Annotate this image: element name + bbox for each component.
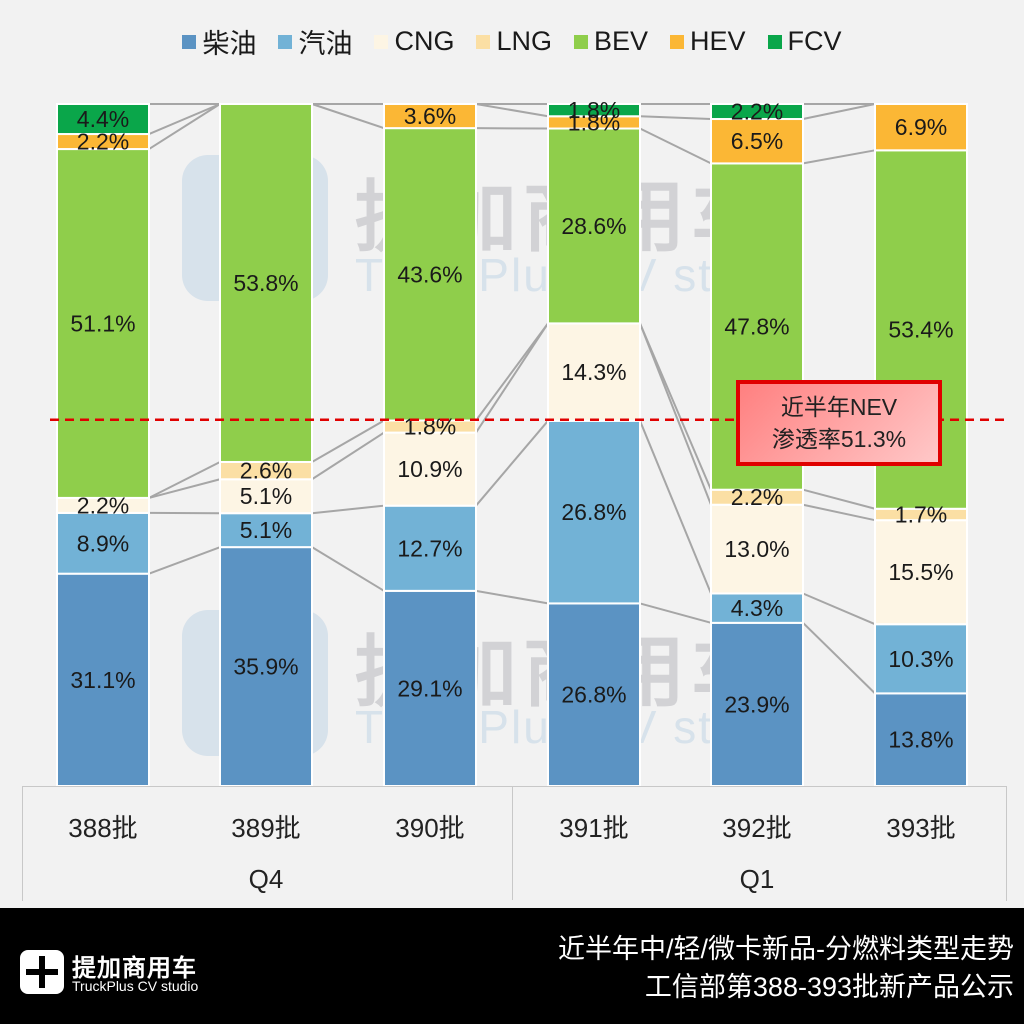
annotation-line2: 渗透率51.3% <box>772 423 906 455</box>
category-label: 392批 <box>677 808 837 845</box>
data-label: 5.1% <box>240 517 292 543</box>
data-label: 10.9% <box>397 456 462 482</box>
category-label: 391批 <box>514 808 674 845</box>
data-label: 1.7% <box>895 501 947 527</box>
series-line <box>803 104 875 119</box>
series-line <box>476 323 548 432</box>
series-line <box>476 421 548 506</box>
data-label: 23.9% <box>724 691 789 717</box>
data-label: 3.6% <box>404 103 456 129</box>
series-line <box>803 150 875 163</box>
series-line <box>640 323 711 489</box>
data-label: 13.8% <box>888 727 953 753</box>
series-line <box>803 623 875 694</box>
data-label: 6.5% <box>731 128 783 154</box>
x-axis-group-divider <box>512 786 513 900</box>
category-label: 389批 <box>186 808 346 845</box>
annotation-line1: 近半年NEV <box>781 391 897 423</box>
series-line <box>476 104 548 116</box>
data-label: 28.6% <box>561 213 626 239</box>
series-line <box>640 116 711 119</box>
series-line <box>312 104 384 128</box>
series-line <box>312 506 384 514</box>
data-label: 12.7% <box>397 535 462 561</box>
data-label: 2.2% <box>77 129 129 155</box>
data-label: 5.1% <box>240 483 292 509</box>
footer-logo-en: TruckPlus CV studio <box>72 978 198 994</box>
series-line <box>149 479 220 498</box>
category-label: 388批 <box>23 808 183 845</box>
series-line <box>149 462 220 498</box>
series-line <box>476 591 548 604</box>
data-label: 53.4% <box>888 317 953 343</box>
group-label-q4: Q4 <box>166 864 366 895</box>
group-label-q1: Q1 <box>657 864 857 895</box>
data-label: 29.1% <box>397 675 462 701</box>
data-label: 47.8% <box>724 314 789 340</box>
data-label: 53.8% <box>233 270 298 296</box>
data-label: 35.9% <box>233 654 298 680</box>
data-label: 2.2% <box>731 484 783 510</box>
series-line <box>149 104 220 149</box>
series-line <box>803 490 875 509</box>
data-label: 2.6% <box>240 458 292 484</box>
data-label: 2.2% <box>77 492 129 518</box>
footer-title: 近半年中/轻/微卡新品-分燃料类型走势 工信部第388-393批新产品公示 <box>558 930 1014 1006</box>
data-label: 1.8% <box>404 414 456 440</box>
data-label: 15.5% <box>888 559 953 585</box>
footer-title-line1: 近半年中/轻/微卡新品-分燃料类型走势 <box>558 930 1014 968</box>
data-label: 26.8% <box>561 499 626 525</box>
series-line <box>149 104 220 134</box>
data-label: 13.0% <box>724 536 789 562</box>
series-line <box>476 323 548 420</box>
data-label: 14.3% <box>561 359 626 385</box>
truckplus-logo-icon <box>20 950 64 994</box>
data-label: 43.6% <box>397 261 462 287</box>
data-label: 2.2% <box>731 99 783 125</box>
data-label: 1.8% <box>568 97 620 123</box>
series-line <box>149 547 220 574</box>
footer-title-line2: 工信部第388-393批新产品公示 <box>558 968 1014 1006</box>
series-line <box>640 603 711 622</box>
data-label: 26.8% <box>561 682 626 708</box>
data-label: 8.9% <box>77 530 129 556</box>
series-line <box>640 129 711 164</box>
series-line <box>640 421 711 594</box>
data-label: 4.3% <box>731 595 783 621</box>
series-line <box>803 505 875 520</box>
data-label: 31.1% <box>70 667 135 693</box>
data-label: 6.9% <box>895 114 947 140</box>
nev-annotation-box: 近半年NEV 渗透率51.3% <box>736 380 942 466</box>
data-label: 4.4% <box>77 106 129 132</box>
data-label: 10.3% <box>888 646 953 672</box>
category-label: 393批 <box>841 808 1001 845</box>
category-label: 390批 <box>350 808 510 845</box>
series-line <box>312 547 384 591</box>
data-label: 51.1% <box>70 310 135 336</box>
series-line <box>803 593 875 624</box>
